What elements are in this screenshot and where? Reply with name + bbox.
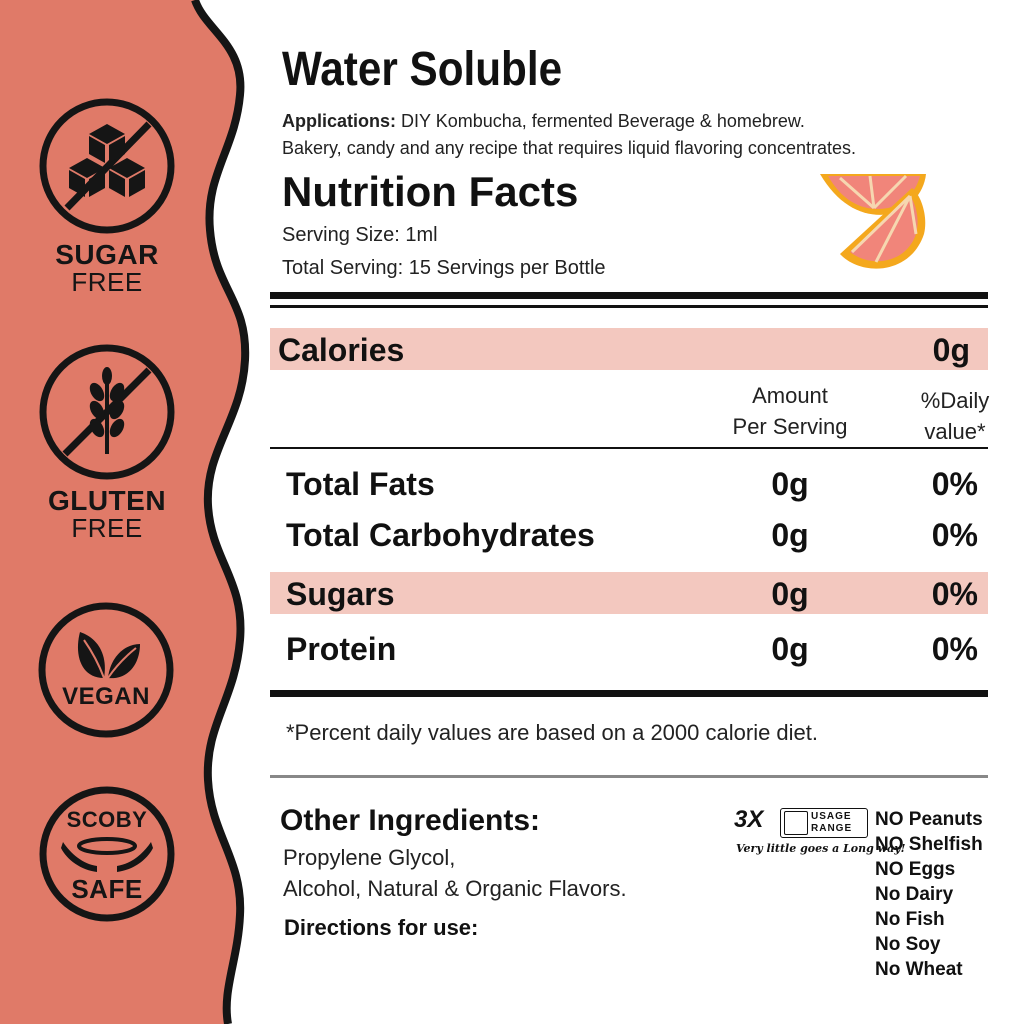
applications-text: Applications: DIY Kombucha, fermented Be…: [282, 108, 856, 162]
nutrient-percent: 0%: [931, 466, 978, 502]
allergen-item: NO Peanuts: [875, 809, 983, 830]
allergen-item: No Wheat: [875, 959, 963, 980]
amount-per-serving-header: Amount Per Serving: [725, 380, 855, 442]
amount-header-line-2: Per Serving: [732, 414, 848, 439]
gluten-free-label: GLUTEN FREE: [47, 485, 167, 544]
other-ingredients-title: Other Ingredients:: [280, 804, 541, 837]
bottom-divider: [270, 690, 988, 697]
top-divider-1: [270, 292, 988, 299]
usage-multiplier: 3X: [734, 806, 764, 833]
usage-range-box: USAGE RANGE: [780, 808, 868, 838]
top-divider-2: [270, 305, 988, 308]
sugar-cubes-icon: [39, 98, 175, 234]
allergen-item: No Soy: [875, 934, 941, 955]
header-divider: [270, 447, 988, 449]
nutrient-row-total-carbohydrates: Total Carbohydrates 0g 0%: [270, 513, 988, 555]
directions-label: Directions for use:: [284, 915, 479, 940]
vegan-label: VEGAN: [62, 683, 150, 710]
calories-value: 0g: [932, 332, 970, 368]
scoby-hands-icon: [39, 786, 175, 922]
nutrient-percent: 0%: [931, 631, 978, 667]
nutrient-label: Sugars: [286, 576, 395, 612]
allergen-item: NO Shelfish: [875, 834, 983, 855]
usage-tagline: Very little goes a Long way!: [736, 842, 906, 855]
nutrient-row-protein: Protein 0g 0%: [270, 627, 988, 669]
calories-row: Calories 0g: [270, 328, 988, 370]
allergen-item: No Fish: [875, 909, 945, 930]
nutrient-row-sugars: Sugars 0g 0%: [270, 572, 988, 614]
total-serving: Total Serving: 15 Servings per Bottle: [282, 257, 606, 279]
nutrient-amount: 0g: [771, 517, 809, 553]
nutrition-facts-title: Nutrition Facts: [282, 168, 579, 215]
drops-icon: [784, 811, 808, 835]
allergen-list: NO Peanuts NO Shelfish NO Eggs No Dairy …: [875, 807, 983, 982]
allergen-item: No Dairy: [875, 884, 954, 905]
nutrition-panel: Water Soluble Applications: DIY Kombucha…: [270, 0, 990, 1024]
nutrient-amount: 0g: [771, 466, 809, 502]
nutrient-label: Total Fats: [286, 466, 435, 502]
ingredient-line: Alcohol, Natural & Organic Flavors.: [283, 876, 627, 901]
calories-label: Calories: [278, 332, 405, 368]
nutrient-label: Total Carbohydrates: [286, 517, 595, 553]
nutrient-amount: 0g: [771, 576, 809, 612]
applications-line-2: Bakery, candy and any recipe that requir…: [282, 138, 856, 158]
applications-line-1: DIY Kombucha, fermented Beverage & homeb…: [396, 111, 805, 131]
nutrient-percent: 0%: [931, 576, 978, 612]
allergen-item: NO Eggs: [875, 859, 956, 880]
nutrient-row-total-fats: Total Fats 0g 0%: [270, 462, 988, 504]
sidebar-wave-panel: [0, 0, 250, 1024]
nutrient-amount: 0g: [771, 631, 809, 667]
daily-value-header: %Daily value*: [900, 385, 1010, 447]
amount-header-line-1: Amount: [752, 383, 828, 408]
ingredient-line: Propylene Glycol,: [283, 845, 456, 870]
daily-header-line-2: value*: [924, 419, 986, 444]
nutrient-percent: 0%: [931, 517, 978, 553]
other-ingredients-list: Propylene Glycol, Alcohol, Natural & Org…: [283, 842, 627, 904]
usage-box-line-1: USAGE: [811, 811, 852, 822]
applications-label: Applications:: [282, 111, 397, 131]
usage-range-badge: 3X USAGE RANGE Very little goes a Long w…: [734, 806, 905, 860]
daily-header-line-1: %Daily: [920, 388, 990, 413]
leaves-icon: [38, 602, 174, 738]
nutrient-label: Protein: [286, 631, 397, 667]
wheat-icon: [39, 344, 175, 480]
grapefruit-slice-icon: [820, 174, 926, 269]
serving-info: Serving Size: 1ml Total Serving: 15 Serv…: [282, 219, 606, 285]
usage-box-line-2: RANGE: [811, 823, 853, 834]
daily-value-footnote: *Percent daily values are based on a 200…: [286, 720, 819, 745]
page-title: Water Soluble: [282, 43, 563, 96]
sugar-free-label: SUGAR FREE: [55, 239, 159, 298]
section-divider: [270, 775, 988, 778]
scoby-label-bottom: SAFE: [71, 874, 143, 904]
serving-size: Serving Size: 1ml: [282, 224, 438, 246]
scoby-label-top: SCOBY: [66, 807, 148, 832]
